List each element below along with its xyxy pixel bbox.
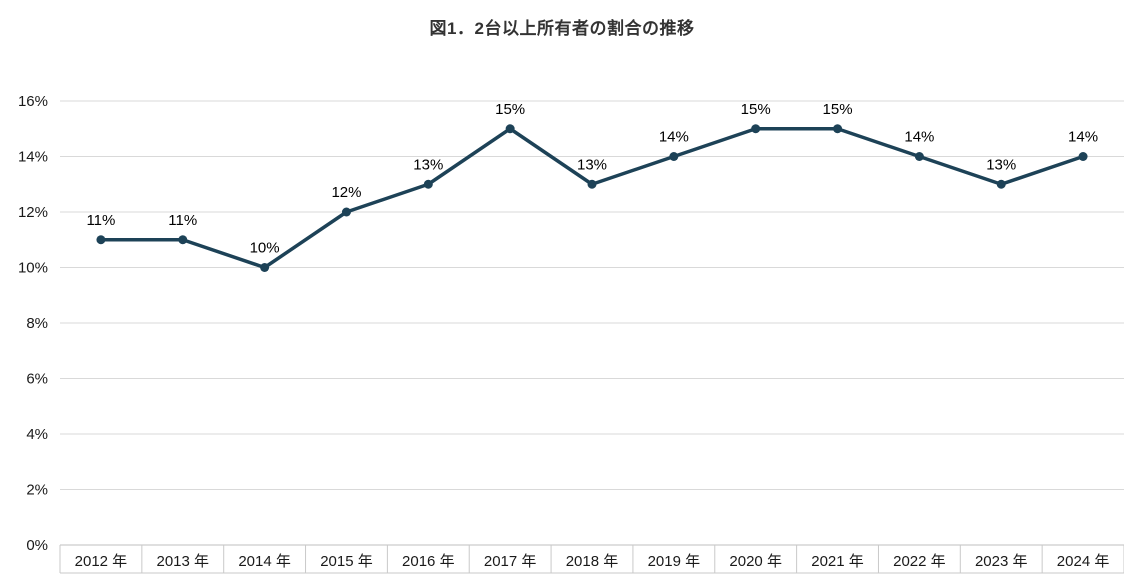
data-point-marker — [260, 263, 270, 272]
data-label: 11% — [168, 212, 197, 229]
data-label: 15% — [495, 101, 525, 118]
data-label: 13% — [413, 156, 443, 173]
y-axis-label: 16% — [18, 93, 48, 110]
data-point-marker — [996, 179, 1006, 189]
data-point-marker — [833, 124, 843, 134]
data-label: 15% — [823, 101, 853, 118]
x-axis-label: 2024 年 — [1057, 553, 1110, 570]
data-label: 13% — [986, 156, 1016, 173]
x-axis-label: 2021 年 — [811, 553, 864, 570]
data-point-marker — [178, 235, 188, 245]
data-point-marker — [1078, 152, 1088, 161]
y-axis-label: 12% — [18, 204, 48, 221]
data-point-marker — [423, 179, 433, 189]
data-point-marker — [669, 152, 679, 161]
x-axis-label: 2014 年 — [238, 553, 291, 570]
data-label: 11% — [86, 212, 115, 229]
x-axis-label: 2020 年 — [729, 553, 782, 570]
x-axis-label: 2013 年 — [156, 553, 209, 570]
data-label: 15% — [741, 101, 771, 118]
data-point-marker — [914, 152, 924, 161]
x-axis-label: 2012 年 — [75, 553, 128, 570]
y-axis-label: 6% — [26, 371, 48, 388]
data-label: 14% — [1068, 129, 1098, 146]
data-label: 12% — [331, 184, 361, 201]
y-axis-label: 8% — [26, 315, 48, 332]
data-label: 10% — [250, 240, 280, 257]
data-point-marker — [751, 124, 761, 134]
data-point-marker — [505, 124, 515, 134]
x-axis-label: 2017 年 — [484, 553, 537, 570]
data-label: 14% — [904, 129, 934, 146]
y-axis-label: 10% — [18, 260, 48, 277]
y-axis-label: 4% — [26, 426, 48, 443]
chart-title: 図1．2台以上所有者の割合の推移 — [429, 19, 695, 38]
x-axis-label: 2023 年 — [975, 553, 1028, 570]
x-axis-label: 2018 年 — [566, 553, 619, 570]
y-axis-label: 0% — [26, 537, 48, 554]
x-axis-label: 2019 年 — [648, 553, 701, 570]
x-axis-label: 2015 年 — [320, 553, 373, 570]
data-point-marker — [341, 207, 351, 217]
y-axis-label: 14% — [18, 149, 48, 166]
data-label: 13% — [577, 156, 607, 173]
data-point-marker — [96, 235, 106, 245]
y-axis-label: 2% — [26, 482, 48, 499]
data-label: 14% — [659, 129, 689, 146]
series-line — [99, 127, 1085, 270]
x-axis-label: 2016 年 — [402, 553, 455, 570]
data-point-marker — [587, 179, 597, 189]
x-axis-label: 2022 年 — [893, 553, 946, 570]
